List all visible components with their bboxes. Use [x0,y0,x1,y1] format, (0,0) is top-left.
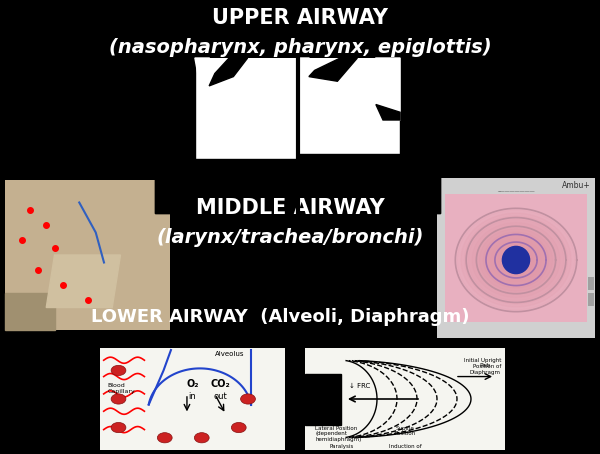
Ellipse shape [111,394,126,404]
Bar [437,178,595,338]
Text: (nasopharynx, pharynx, epiglottis): (nasopharynx, pharynx, epiglottis) [109,38,491,57]
Text: ───────────────: ─────────────── [497,190,535,194]
Ellipse shape [111,423,126,433]
Text: ↓ FRC: ↓ FRC [349,383,370,389]
Text: Alveolus: Alveolus [215,351,244,357]
Text: CO₂: CO₂ [211,379,230,389]
Text: LOWER AIRWAY  (Alveoli, Diaphragm): LOWER AIRWAY (Alveoli, Diaphragm) [91,308,469,326]
Polygon shape [46,255,121,307]
Polygon shape [491,238,541,281]
Text: MIDDLE AIRWAY: MIDDLE AIRWAY [196,198,385,218]
Polygon shape [469,219,563,301]
Polygon shape [464,216,568,304]
Polygon shape [457,210,575,310]
Polygon shape [494,242,538,278]
Bar [100,348,285,450]
Bar [155,58,440,213]
Bar [588,277,594,290]
Text: Induction of
Anesthesia: Induction of Anesthesia [389,444,422,454]
Text: Pab: Pab [479,363,491,368]
Text: Lateral Position
(dependent
hemidiaphragm): Lateral Position (dependent hemidiaphrag… [315,425,361,442]
Ellipse shape [232,423,246,433]
Polygon shape [209,58,248,86]
Polygon shape [472,222,560,297]
Polygon shape [479,229,553,291]
Polygon shape [483,232,549,288]
Text: (larynx/trachea/bronchi): (larynx/trachea/bronchi) [157,228,424,247]
Polygon shape [476,226,556,294]
Polygon shape [195,58,272,146]
Polygon shape [376,104,400,120]
Polygon shape [461,213,571,307]
Text: Ambu+: Ambu+ [562,181,591,190]
Text: in: in [188,392,196,401]
Polygon shape [487,235,545,285]
Bar [305,348,505,450]
Text: UPPER AIRWAY: UPPER AIRWAY [212,8,388,28]
Text: Initial Upright
Position of
Diaphragm: Initial Upright Position of Diaphragm [464,358,501,375]
Polygon shape [498,245,534,275]
Text: out: out [214,392,227,401]
Polygon shape [305,374,341,424]
Ellipse shape [241,394,256,404]
Text: O₂: O₂ [186,379,199,389]
Text: Blood
Capillary: Blood Capillary [107,383,135,394]
Ellipse shape [194,433,209,443]
Ellipse shape [111,365,126,375]
Bar [5,180,170,330]
Bar [588,293,594,306]
Polygon shape [5,292,55,330]
Text: Supine
Position: Supine Position [394,425,416,436]
Polygon shape [309,58,358,81]
Circle shape [502,247,530,274]
Text: Paralysis: Paralysis [329,444,353,449]
Polygon shape [358,58,400,120]
Polygon shape [298,58,376,148]
Bar [445,194,587,322]
Ellipse shape [157,433,172,443]
